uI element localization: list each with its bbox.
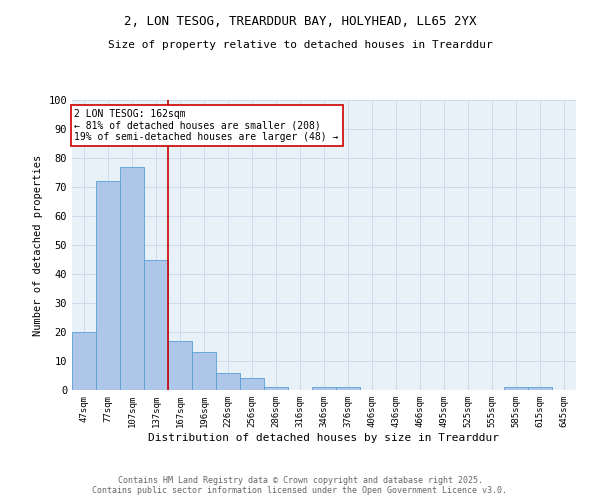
- Bar: [528, 387, 552, 390]
- Text: Contains HM Land Registry data © Crown copyright and database right 2025.
Contai: Contains HM Land Registry data © Crown c…: [92, 476, 508, 495]
- Bar: [504, 387, 528, 390]
- Bar: [96, 181, 120, 390]
- Y-axis label: Number of detached properties: Number of detached properties: [33, 154, 43, 336]
- Bar: [192, 352, 216, 390]
- Text: Size of property relative to detached houses in Trearddur: Size of property relative to detached ho…: [107, 40, 493, 50]
- X-axis label: Distribution of detached houses by size in Trearddur: Distribution of detached houses by size …: [149, 432, 499, 442]
- Bar: [120, 166, 144, 390]
- Bar: [264, 387, 288, 390]
- Bar: [72, 332, 96, 390]
- Text: 2 LON TESOG: 162sqm
← 81% of detached houses are smaller (208)
19% of semi-detac: 2 LON TESOG: 162sqm ← 81% of detached ho…: [74, 108, 339, 142]
- Bar: [216, 372, 240, 390]
- Text: 2, LON TESOG, TREARDDUR BAY, HOLYHEAD, LL65 2YX: 2, LON TESOG, TREARDDUR BAY, HOLYHEAD, L…: [124, 15, 476, 28]
- Bar: [144, 260, 168, 390]
- Bar: [312, 387, 336, 390]
- Bar: [336, 387, 360, 390]
- Bar: [168, 340, 192, 390]
- Bar: [240, 378, 264, 390]
